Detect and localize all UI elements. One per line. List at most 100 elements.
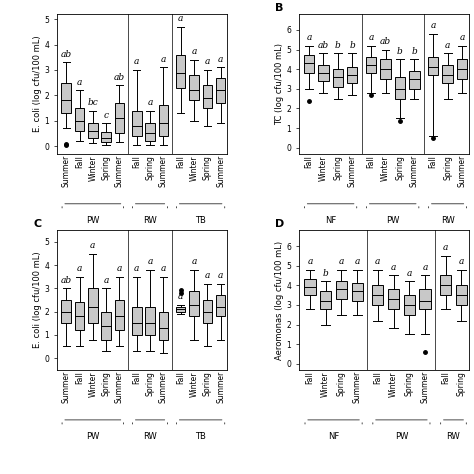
Bar	[176, 55, 185, 88]
Bar	[159, 106, 168, 136]
Bar	[333, 69, 343, 87]
Text: a: a	[443, 243, 448, 252]
Bar	[318, 65, 328, 81]
Text: a: a	[178, 14, 183, 23]
Text: a: a	[218, 55, 223, 64]
Bar	[101, 311, 111, 339]
Text: NF: NF	[325, 216, 336, 225]
Text: a: a	[459, 33, 465, 42]
Bar	[216, 78, 226, 103]
Bar	[395, 77, 405, 99]
Bar	[75, 302, 84, 330]
Bar	[216, 295, 226, 316]
Text: a: a	[339, 257, 344, 266]
Bar	[456, 285, 467, 305]
Bar	[62, 300, 71, 323]
Text: a: a	[134, 264, 139, 273]
Text: a: a	[375, 257, 381, 266]
Bar	[409, 71, 419, 89]
Bar	[145, 123, 155, 141]
Text: a: a	[307, 257, 312, 266]
Text: b: b	[323, 269, 328, 278]
Text: a: a	[134, 57, 139, 66]
Text: a: a	[391, 263, 396, 272]
Bar	[132, 307, 142, 335]
Text: b: b	[335, 41, 341, 50]
Text: a: a	[191, 47, 197, 56]
Text: a: a	[445, 41, 450, 50]
Text: a: a	[430, 21, 436, 30]
Bar	[132, 110, 142, 136]
Text: ab: ab	[318, 41, 329, 50]
Bar	[115, 300, 124, 330]
Bar	[404, 295, 415, 315]
Text: D: D	[275, 219, 284, 229]
Text: a: a	[117, 264, 122, 273]
Text: a: a	[161, 264, 166, 273]
Y-axis label: E. coli (log cfu/100 mL): E. coli (log cfu/100 mL)	[33, 252, 42, 348]
Bar	[304, 279, 316, 295]
Text: a: a	[161, 55, 166, 64]
Text: a: a	[178, 292, 183, 301]
Text: b: b	[349, 41, 355, 50]
Bar	[75, 108, 84, 131]
Text: TB: TB	[195, 216, 206, 225]
Bar	[304, 55, 314, 73]
Text: RW: RW	[441, 216, 455, 225]
Text: a: a	[407, 269, 412, 278]
Bar	[419, 289, 431, 309]
Text: a: a	[90, 241, 96, 250]
Bar	[366, 57, 376, 73]
Text: ab: ab	[61, 276, 72, 285]
Bar	[428, 57, 438, 75]
Text: a: a	[459, 257, 464, 266]
Bar	[352, 283, 363, 301]
Bar	[442, 65, 453, 83]
Text: C: C	[33, 219, 41, 229]
Text: a: a	[147, 98, 153, 107]
Bar	[380, 59, 391, 79]
Text: TB: TB	[195, 432, 206, 441]
Bar	[88, 288, 98, 323]
Bar	[101, 132, 111, 142]
Text: b: b	[411, 47, 417, 56]
Bar	[336, 282, 347, 299]
Bar	[115, 103, 124, 133]
Text: RW: RW	[143, 216, 157, 225]
Text: b: b	[397, 47, 403, 56]
Text: a: a	[218, 271, 223, 280]
Bar	[62, 82, 71, 113]
Text: B: B	[275, 3, 283, 13]
Bar	[388, 289, 399, 309]
Text: a: a	[147, 257, 153, 266]
Text: a: a	[103, 276, 109, 285]
Bar	[440, 275, 451, 295]
Text: c: c	[104, 111, 109, 120]
Text: PW: PW	[86, 432, 100, 441]
Text: a: a	[205, 271, 210, 280]
Bar	[189, 291, 199, 316]
Bar	[189, 75, 199, 100]
Bar	[320, 291, 331, 309]
Bar	[88, 123, 98, 138]
Bar	[176, 307, 185, 311]
Text: a: a	[77, 264, 82, 273]
Text: ab: ab	[380, 37, 391, 46]
Text: ab: ab	[61, 50, 72, 59]
Bar	[347, 67, 357, 83]
Text: a: a	[306, 33, 311, 42]
Bar	[159, 311, 168, 339]
Text: a: a	[355, 257, 360, 266]
Text: PW: PW	[395, 432, 408, 441]
Text: a: a	[191, 257, 197, 266]
Bar	[202, 300, 212, 323]
Bar	[372, 285, 383, 305]
Text: RW: RW	[447, 432, 460, 441]
Text: bc: bc	[87, 98, 98, 107]
Y-axis label: TC (log cfu/100 mL): TC (log cfu/100 mL)	[274, 43, 283, 125]
Bar	[457, 59, 467, 79]
Text: a: a	[77, 78, 82, 87]
Text: NF: NF	[328, 432, 339, 441]
Bar	[202, 85, 212, 108]
Text: ab: ab	[114, 73, 125, 82]
